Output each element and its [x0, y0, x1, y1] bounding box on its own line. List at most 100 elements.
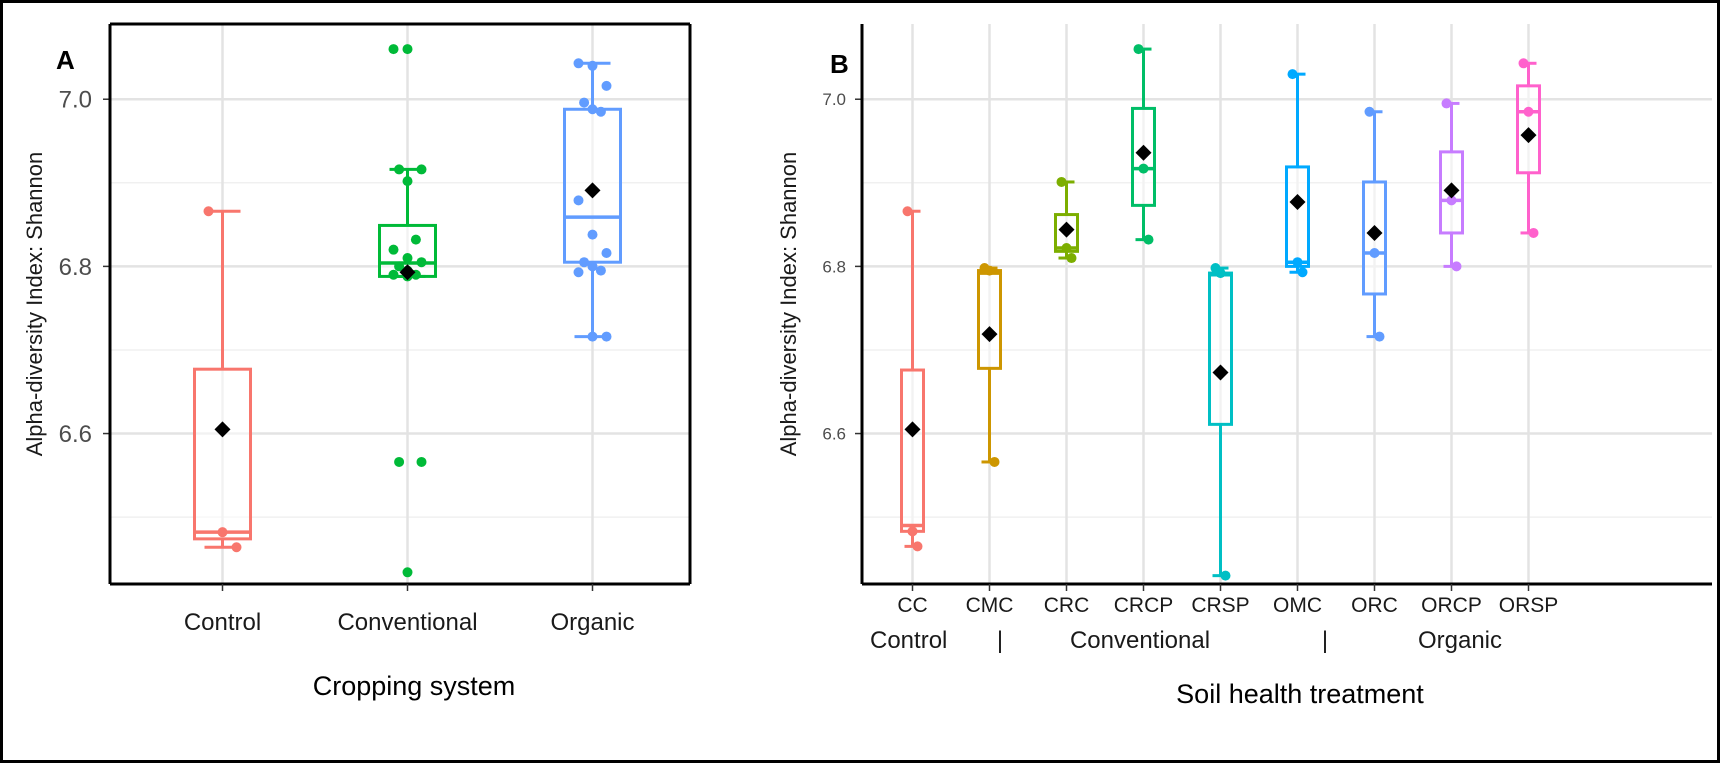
data-point	[1369, 248, 1380, 259]
data-point	[907, 526, 918, 537]
panel-b-letter: B	[830, 49, 849, 79]
x-category-label: CRCP	[1114, 594, 1174, 617]
data-point	[587, 60, 598, 71]
data-point	[217, 527, 228, 538]
y-tick-label: 6.8	[59, 254, 92, 281]
data-point	[587, 229, 598, 240]
data-point	[1292, 257, 1303, 268]
y-tick-label: 7.0	[59, 87, 92, 114]
data-point	[587, 261, 598, 272]
x-category-label: CMC	[966, 594, 1014, 617]
box-group-crsp	[1208, 263, 1233, 581]
data-point	[1133, 44, 1144, 55]
data-point	[394, 456, 405, 467]
data-point	[394, 261, 405, 272]
data-point	[595, 265, 606, 276]
data-point	[587, 104, 598, 115]
panel-b-chart: 6.6 6.8 7.0 CC CMC CRC CRCP CRSP OMC ORC ORCP ORSP C…	[776, 24, 1712, 709]
mean-marker	[214, 421, 231, 438]
box-group-crc	[1054, 176, 1079, 264]
data-point	[912, 541, 923, 552]
mean-marker	[981, 326, 998, 343]
mean-marker	[1289, 194, 1306, 211]
data-point	[388, 269, 399, 280]
data-point	[1143, 234, 1154, 245]
mean-marker	[1135, 144, 1152, 161]
x-category-label: Conventional	[337, 609, 477, 636]
data-point	[984, 265, 995, 276]
mean-marker	[1058, 221, 1075, 238]
data-point	[573, 267, 584, 278]
mean-marker	[1520, 127, 1537, 144]
data-point	[1451, 261, 1462, 272]
data-point	[231, 542, 242, 553]
y-axis-title: Alpha-diversity Index: Shannon	[776, 152, 801, 457]
data-point	[1297, 267, 1308, 278]
data-point	[1523, 106, 1534, 117]
data-point	[1138, 163, 1149, 174]
box	[1285, 165, 1310, 268]
x-category-label: Organic	[550, 609, 634, 636]
box	[900, 368, 925, 533]
box-group-omc	[1285, 69, 1310, 278]
x-category-label: ORCP	[1421, 594, 1482, 617]
x-group-label: Control	[870, 627, 947, 654]
mean-marker	[399, 264, 416, 281]
box-group-organic	[563, 58, 622, 342]
data-point	[1446, 195, 1457, 206]
data-point	[579, 97, 590, 108]
data-point	[402, 176, 413, 187]
x-category-label: CRSP	[1191, 594, 1249, 617]
x-axis-title: Cropping system	[313, 671, 516, 701]
data-point	[1441, 98, 1452, 109]
data-point	[402, 567, 413, 578]
box-group-cmc	[977, 263, 1002, 467]
x-category-label: CRC	[1044, 594, 1090, 617]
data-point	[902, 206, 913, 217]
mean-marker	[1366, 224, 1383, 241]
data-point	[1220, 570, 1231, 581]
data-point	[416, 164, 427, 175]
box-group-crcp	[1131, 44, 1156, 245]
data-point	[989, 456, 1000, 467]
data-point	[587, 331, 598, 342]
data-point	[1215, 268, 1226, 279]
data-point	[573, 58, 584, 69]
data-point	[416, 456, 427, 467]
box-group-orcp	[1439, 98, 1464, 272]
mean-marker	[584, 182, 601, 199]
x-category-label: OMC	[1273, 594, 1322, 617]
x-category-label: ORSP	[1499, 594, 1559, 617]
data-point	[1518, 58, 1529, 69]
y-tick-label: 6.6	[59, 421, 92, 448]
data-point	[402, 44, 413, 55]
x-category-label: ORC	[1351, 594, 1398, 617]
data-point	[1061, 243, 1072, 253]
mean-marker	[1443, 182, 1460, 199]
data-point	[1066, 253, 1077, 264]
y-axis-title: Alpha-diversity Index: Shannon	[22, 152, 47, 457]
x-axis-title: Soil health treatment	[1176, 679, 1424, 709]
data-point	[394, 164, 405, 175]
x-category-label: CC	[897, 594, 927, 617]
mean-marker	[904, 421, 921, 438]
data-point	[203, 206, 214, 217]
data-point	[1364, 106, 1375, 117]
y-tick-label: 6.8	[822, 257, 846, 276]
data-point	[601, 80, 612, 91]
x-group-label: Conventional	[1070, 627, 1210, 654]
x-group-separator: |	[997, 627, 1003, 654]
box-group-orc	[1362, 106, 1387, 342]
x-category-label: Control	[184, 609, 261, 636]
x-group-label: Organic	[1418, 627, 1502, 654]
x-group-separator: |	[1322, 627, 1328, 654]
y-tick-label: 6.6	[822, 425, 846, 444]
data-point	[1528, 227, 1539, 238]
data-point	[601, 248, 612, 259]
box-group-cc	[900, 206, 925, 552]
data-point	[416, 257, 427, 268]
data-point	[1056, 176, 1067, 187]
box	[1208, 271, 1233, 426]
